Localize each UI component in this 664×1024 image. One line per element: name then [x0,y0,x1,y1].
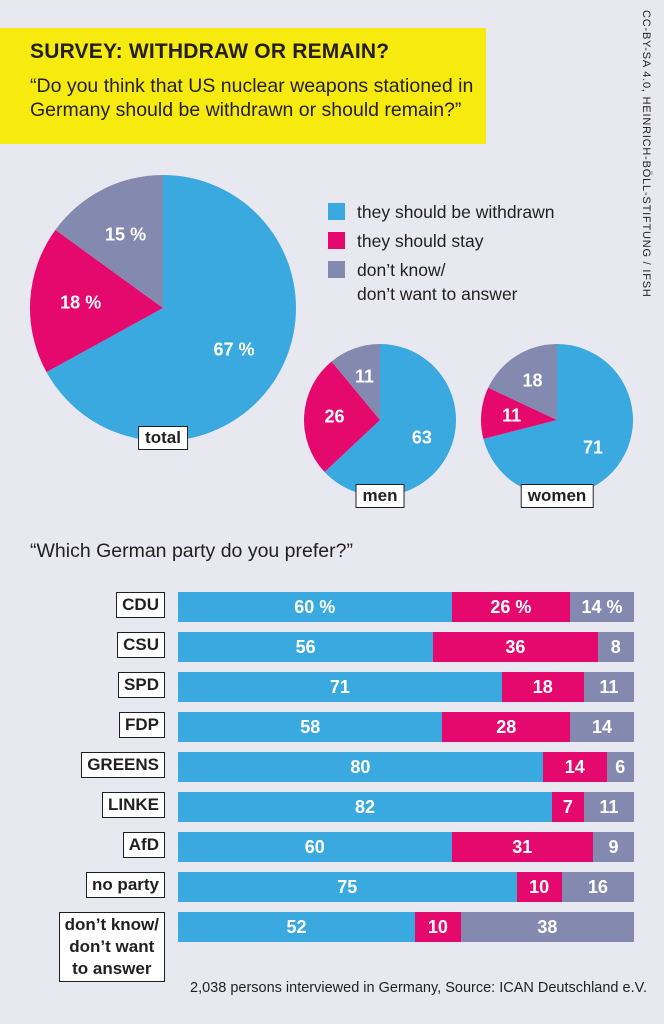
bar-segment-withdrawn: 60 % [178,592,452,622]
legend-label: they should stay [357,231,484,251]
party-label: AfD [122,832,165,858]
legend-item-stay: they should stay [328,229,554,253]
bar-segment-stay: 14 [542,752,607,782]
pie-slice-label: 11 [502,405,522,426]
pie-slice-dontknow [331,344,380,420]
party-label: GREENS [81,752,165,778]
legend-item-dontknow: don’t know/ don’t want to answer [328,258,554,306]
bar-segment-stay: 10 [415,912,461,942]
bar-segment-stay: 31 [451,832,593,862]
pie-charts [29,175,633,497]
party-label: CSU [117,632,165,658]
chart-title: SURVEY: WITHDRAW OR REMAIN? [30,40,390,63]
stacked-bar: 75 10 16 [178,872,634,902]
pie-men [303,344,456,496]
legend-swatch-dontknow [328,261,345,278]
bar-segment-withdrawn: 71 [178,672,502,702]
bar-segment-stay: 10 [516,872,562,902]
stacked-bar: 58 28 14 [178,712,634,742]
bar-segment-stay: 28 [442,712,571,742]
bar-segment-dontknow: 38 [460,912,634,942]
pie-slice-dontknow [488,344,557,420]
legend-label: don’t know/ don’t want to answer [357,260,518,304]
pie-slice-label: 18 % [60,292,102,313]
bar-segment-dontknow: 6 [606,752,634,782]
bar-segment-stay: 36 [433,632,598,662]
pie-total [29,175,297,441]
chart-subtitle: “Do you think that US nuclear weapons st… [30,75,474,121]
party-label: CDU [116,592,165,618]
pie-name-label: women [520,484,594,508]
stacked-bar: 52 10 38 [178,912,634,942]
pie-slice-withdrawn [483,344,633,497]
pie-name-label: men [355,484,405,508]
pie-slice-withdrawn [46,175,297,441]
legend-swatch-stay [328,232,345,249]
bar-segment-withdrawn: 56 [178,632,434,662]
pie-slice-dontknow [55,175,163,308]
bar-segment-withdrawn: 60 [178,832,452,862]
stacked-bar: 56 36 8 [178,632,634,662]
bar-segment-dontknow: 9 [592,832,634,862]
pie-slice-label: 26 [324,406,345,427]
pie-slice-withdrawn [324,344,456,496]
bar-segment-stay: 26 % [451,592,571,622]
bar-segment-dontknow: 16 [561,872,634,902]
stacked-bar: 82 7 11 [178,792,634,822]
bar-segment-dontknow: 14 [570,712,634,742]
source-note: 2,038 persons interviewed in Germany, So… [190,980,647,996]
bar-segment-stay: 18 [501,672,584,702]
party-label: don’t know/ don’t want to answer [58,912,165,982]
party-label: LINKE [102,792,165,818]
legend-swatch-withdrawn [328,203,345,220]
stacked-bar: 71 18 11 [178,672,634,702]
bar-segment-withdrawn: 52 [178,912,416,942]
bar-segment-stay: 7 [551,792,584,822]
pie-slice-label: 18 [522,370,543,391]
pie-slice-label: 71 [583,437,604,458]
pie-slice-label: 63 [411,427,432,448]
pie-slice-stay [303,361,380,473]
bar-segment-withdrawn: 80 [178,752,543,782]
legend-item-withdrawn: they should be withdrawn [328,200,554,224]
party-label: no party [85,872,165,898]
bar-segment-withdrawn: 58 [178,712,443,742]
party-question: “Which German party do you prefer?” [30,540,353,562]
pie-slice-stay [481,387,557,439]
pie-slice-label: 11 [355,366,375,387]
stacked-bar: 60 31 9 [178,832,634,862]
bar-segment-dontknow: 11 [583,792,634,822]
bar-segment-withdrawn: 82 [178,792,552,822]
bar-segment-withdrawn: 75 [178,872,517,902]
bar-segment-dontknow: 8 [597,632,634,662]
legend-label: they should be withdrawn [357,202,555,222]
title-box [0,28,486,144]
stacked-bar: 60 % 26 % 14 % [178,592,634,622]
pie-name-label: total [138,426,188,450]
party-label: SPD [118,672,165,698]
pie-slice-label: 67 % [213,339,255,360]
stacked-bar: 80 14 6 [178,752,634,782]
legend: they should be withdrawn they should sta… [328,200,554,311]
party-label: FDP [119,712,165,738]
bar-segment-dontknow: 14 % [570,592,634,622]
bar-segment-dontknow: 11 [583,672,634,702]
pie-women [481,344,633,497]
pie-slice-label: 15 % [105,224,147,245]
pie-slice-stay [29,229,163,373]
